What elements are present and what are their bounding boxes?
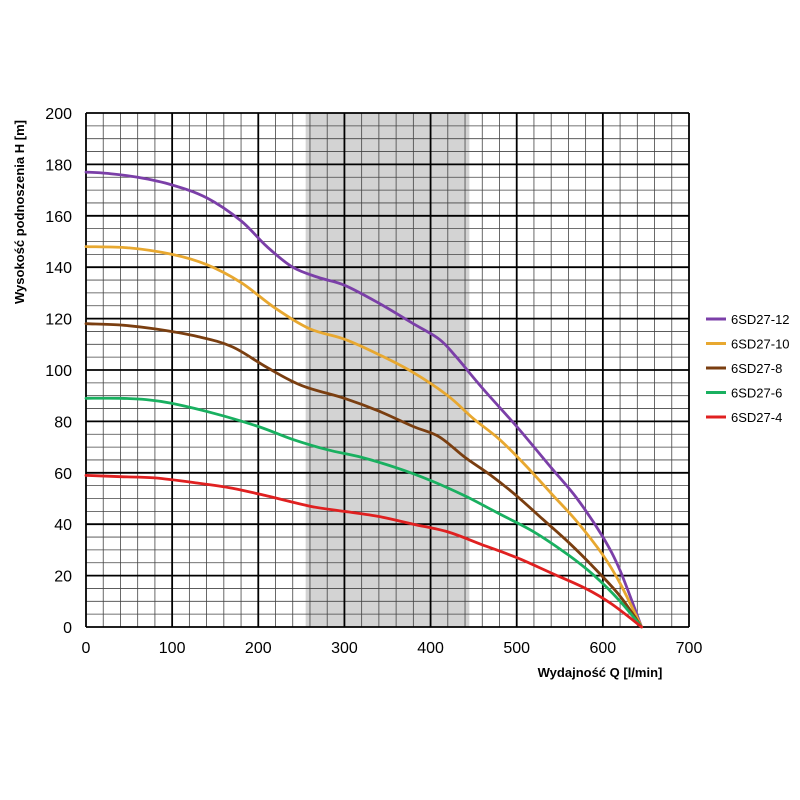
- y-tick-label: 180: [45, 157, 72, 174]
- y-tick-label: 0: [63, 620, 72, 637]
- series-line-6sd27-8: [84, 322, 643, 629]
- legend-label: 6SD27-10: [731, 337, 790, 352]
- x-tick-label: 100: [159, 640, 186, 657]
- legend-label: 6SD27-4: [731, 410, 782, 425]
- x-tick-label: 700: [676, 640, 703, 657]
- series-line-6sd27-10: [84, 245, 643, 629]
- y-tick-label: 160: [45, 209, 72, 226]
- grid-layer: [85, 112, 690, 628]
- y-tick-label: 80: [54, 414, 72, 431]
- y-axis-title: Wysokość podnoszenia H [m]: [12, 120, 27, 304]
- tick-label-layer: 0 100 200 300 400 500 600 700 0 20 40 60 80 100 120 140…: [45, 106, 702, 657]
- x-tick-label: 300: [331, 640, 358, 657]
- legend-label: 6SD27-8: [731, 361, 782, 376]
- y-tick-label: 20: [54, 569, 72, 586]
- x-tick-label: 400: [417, 640, 444, 657]
- y-tick-label: 40: [54, 517, 72, 534]
- y-tick-label: 140: [45, 260, 72, 277]
- x-axis-title: Wydajność Q [l/min]: [538, 665, 663, 680]
- series-line-6sd27-6: [84, 396, 643, 629]
- x-tick-label: 500: [503, 640, 530, 657]
- x-tick-label: 200: [245, 640, 272, 657]
- legend-label: 6SD27-12: [731, 312, 790, 327]
- y-tick-label: 200: [45, 106, 72, 123]
- series-line-6sd27-4: [84, 474, 643, 629]
- legend-label: 6SD27-6: [731, 386, 782, 401]
- x-tick-label: 600: [590, 640, 617, 657]
- y-tick-label: 60: [54, 466, 72, 483]
- series-line-6sd27-12: [84, 170, 643, 629]
- series-layer: [84, 170, 643, 629]
- x-tick-label: 0: [82, 640, 91, 657]
- y-tick-label: 120: [45, 312, 72, 329]
- legend: 6SD27-12 6SD27-10 6SD27-8 6SD27-6 6SD27-4: [706, 312, 790, 425]
- y-tick-label: 100: [45, 363, 72, 380]
